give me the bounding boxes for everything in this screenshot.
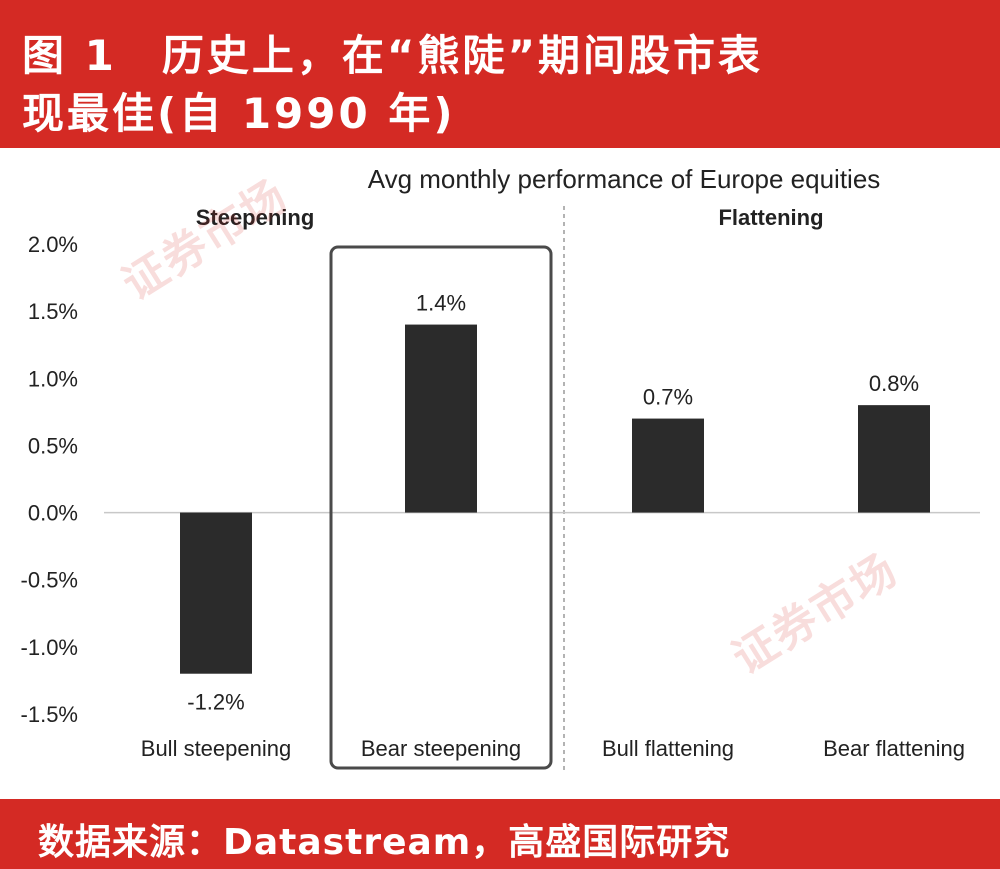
- x-category-label: Bear steepening: [361, 736, 521, 761]
- figure-title-line-2: 现最佳(自 1990 年): [22, 89, 456, 138]
- value-label: -1.2%: [187, 690, 244, 715]
- bar: [632, 418, 704, 513]
- figure-header: 图 1 历史上，在“熊陡”期间股市表 现最佳(自 1990 年): [0, 0, 1000, 148]
- x-category-label: Bear flattening: [823, 736, 965, 761]
- bar-chart: Avg monthly performance of Europe equiti…: [21, 164, 980, 774]
- x-category-label: Bull flattening: [602, 736, 734, 761]
- y-tick-label: -1.0%: [21, 635, 78, 660]
- bar: [858, 405, 930, 513]
- y-tick-label: 2.0%: [28, 232, 78, 257]
- bar: [405, 324, 477, 513]
- y-tick-label: -0.5%: [21, 568, 78, 593]
- chart-title: Avg monthly performance of Europe equiti…: [368, 164, 881, 194]
- y-tick-label: 1.0%: [28, 366, 78, 391]
- x-category-label: Bull steepening: [141, 736, 291, 761]
- highlight-box: [329, 245, 553, 770]
- value-label: 0.7%: [643, 385, 693, 410]
- y-tick-label: 0.0%: [28, 501, 78, 526]
- y-tick-label: 1.5%: [28, 299, 78, 324]
- group-label-steepening: Steepening: [196, 205, 315, 230]
- figure-footer: 数据来源：Datastream，高盛国际研究: [0, 799, 1000, 869]
- group-label-flattening: Flattening: [718, 205, 823, 230]
- y-tick-label: 0.5%: [28, 433, 78, 458]
- value-label: 1.4%: [416, 291, 466, 316]
- data-source-note: 数据来源：Datastream，高盛国际研究: [38, 822, 731, 863]
- bar: [180, 512, 252, 674]
- y-tick-label: -1.5%: [21, 702, 78, 727]
- value-label: 0.8%: [869, 371, 919, 396]
- figure-title-line-1: 图 1 历史上，在“熊陡”期间股市表: [22, 31, 764, 80]
